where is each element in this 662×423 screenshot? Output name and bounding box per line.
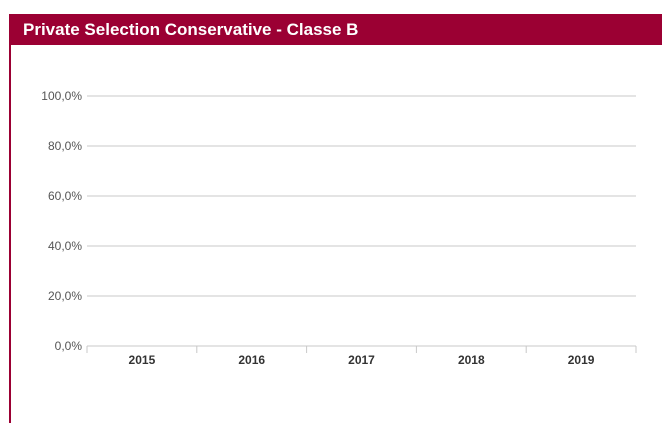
x-category-label: 2018 [458,353,485,367]
panel-title: Private Selection Conservative - Classe … [23,20,359,39]
y-tick-label: 40,0% [48,239,82,253]
y-tick-label: 100,0% [41,89,82,103]
y-tick-label: 60,0% [48,189,82,203]
chart-panel: Private Selection Conservative - Classe … [9,14,662,423]
x-category-label: 2017 [348,353,375,367]
x-category-label: 2019 [568,353,595,367]
y-tick-label: 0,0% [55,339,83,353]
x-category-label: 2015 [129,353,156,367]
y-tick-label: 20,0% [48,289,82,303]
panel-header: Private Selection Conservative - Classe … [11,14,662,45]
y-tick-label: 80,0% [48,139,82,153]
x-category-label: 2016 [238,353,265,367]
